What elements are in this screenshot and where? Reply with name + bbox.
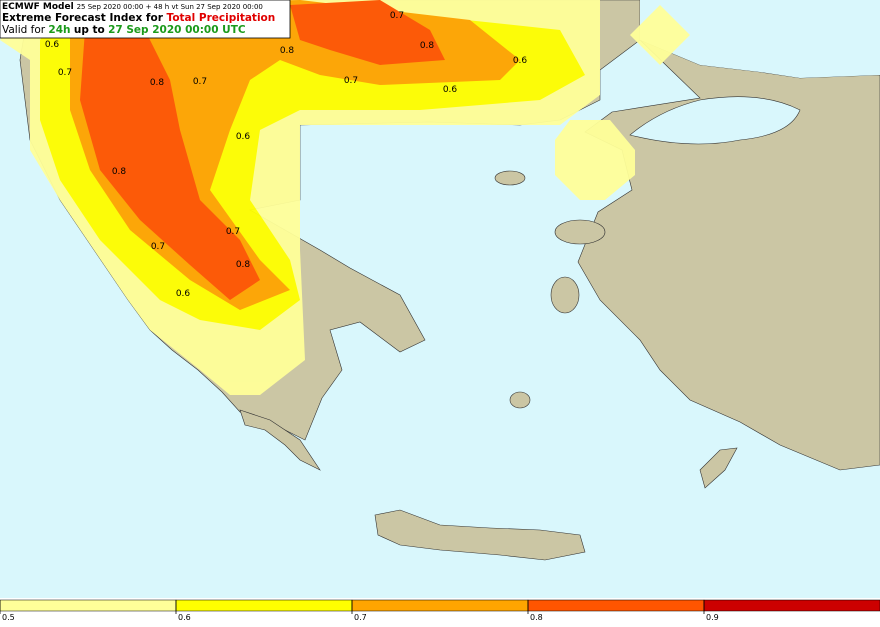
colorbar-segment — [703, 599, 880, 612]
sea — [629, 96, 801, 145]
contour-label: 0.6 — [176, 289, 191, 299]
colorbar-label: 0.9 — [706, 613, 719, 622]
island — [374, 509, 586, 561]
contour-label: 0.6 — [513, 56, 528, 66]
contour-label: 0.7 — [193, 77, 207, 87]
efi-field — [0, 0, 690, 395]
contour-label: 0.8 — [280, 46, 295, 56]
colorbar-segment — [527, 599, 705, 612]
contour-label: 0.8 — [112, 167, 127, 177]
contour-label: 0.8 — [420, 41, 435, 51]
contour-label: 0.7 — [151, 242, 165, 252]
island — [554, 219, 606, 245]
colorbar: 0.5 0.6 0.7 0.8 0.9 — [0, 599, 880, 622]
contour-label: 0.6 — [236, 132, 251, 142]
contour-label: 0.6 — [443, 85, 458, 95]
contour-label: 0.7 — [226, 227, 240, 237]
header-line: Extreme Forecast Index for Total Precipi… — [2, 12, 275, 24]
contour-label: 0.7 — [390, 11, 404, 21]
contour-label: 0.8 — [150, 78, 165, 88]
valid-time: 27 Sep 2020 00:00 UTC — [108, 24, 246, 36]
parameter: Total Precipitation — [167, 12, 276, 24]
run: 25 Sep 2020 00:00 + 48 h vt Sun 27 Sep 2… — [77, 3, 263, 11]
contour-label: 0.8 — [236, 260, 251, 270]
contour-label: 0.7 — [58, 68, 72, 78]
header-box — [0, 0, 291, 39]
colorbar-segment — [175, 599, 353, 612]
contour-label: 0.6 — [45, 40, 60, 50]
period: 24h — [48, 24, 70, 36]
sea — [640, 0, 880, 78]
island — [550, 276, 580, 314]
model: ECMWF Model — [2, 2, 74, 12]
colorbar-segment — [0, 599, 177, 612]
valid-prefix: Valid for — [2, 24, 46, 36]
colorbar-segment — [351, 599, 529, 612]
colorbar-label: 0.6 — [178, 613, 191, 622]
index-prefix: Extreme Forecast Index for — [2, 12, 164, 24]
up-to: up to — [74, 24, 105, 36]
contour-label: 0.7 — [344, 76, 358, 86]
colorbar-label: 0.7 — [354, 613, 367, 622]
contour-labels: 0.6 0.7 0.8 0.7 0.6 0.8 0.7 0.7 0.8 0.6 0.7 0.8 0.8 0… — [45, 11, 528, 299]
island — [509, 391, 531, 409]
colorbar-label: 0.8 — [530, 613, 543, 622]
island — [494, 170, 526, 186]
land — [239, 409, 321, 471]
header-line: ECMWF Model 25 Sep 2020 00:00 + 48 h vt … — [2, 2, 263, 12]
colorbar-label: 0.5 — [2, 613, 15, 622]
header-line: Valid for 24h up to 27 Sep 2020 00:00 UT… — [2, 24, 246, 36]
island — [699, 447, 738, 489]
